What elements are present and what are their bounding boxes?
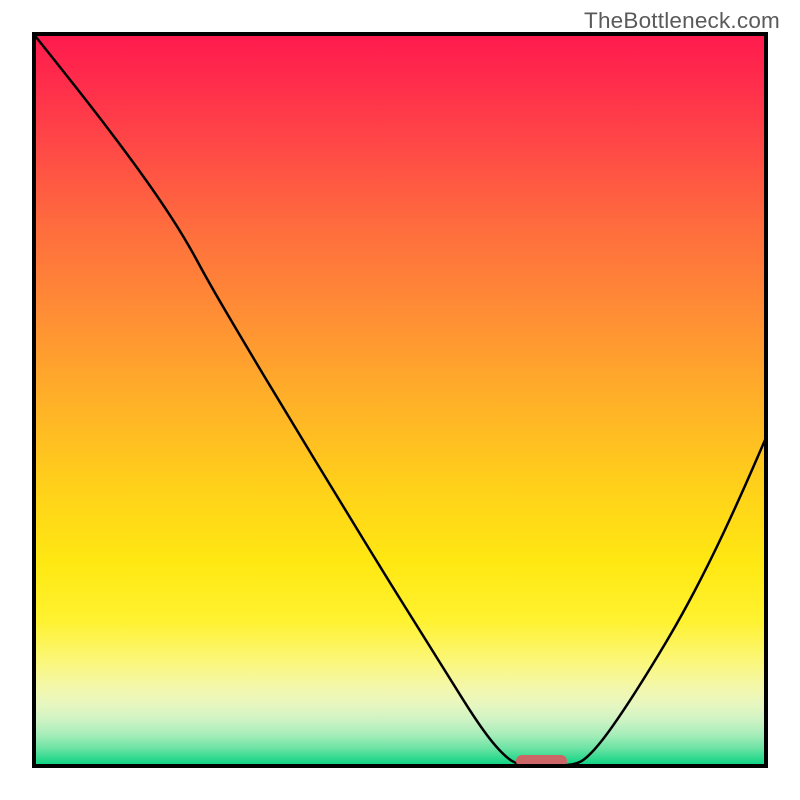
plot-svg — [32, 32, 768, 768]
chart-frame: TheBottleneck.com — [0, 0, 800, 800]
watermark-text: TheBottleneck.com — [584, 8, 780, 34]
plot-area — [32, 32, 768, 768]
min-point-marker — [516, 755, 568, 767]
